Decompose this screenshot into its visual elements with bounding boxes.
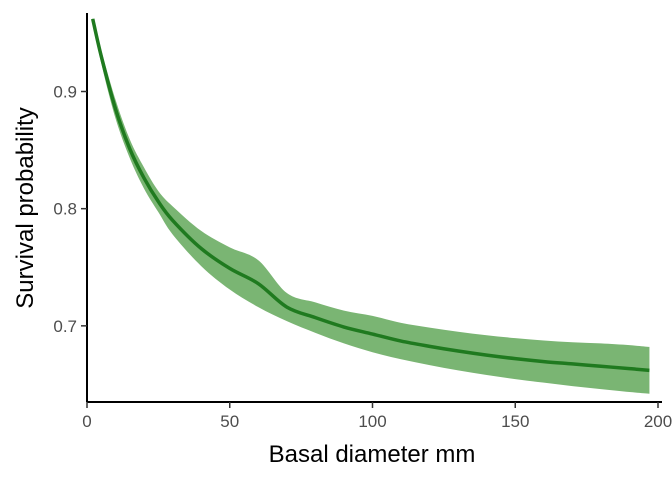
survival-line: [91, 18, 650, 373]
x-tick-label: 0: [82, 412, 91, 431]
y-axis-title: Survival probability: [12, 107, 39, 308]
y-axis-ticks: 0.7 0.8 0.9: [53, 83, 87, 336]
x-axis-ticks: 0 50 100 150 200: [82, 402, 672, 431]
y-tick-label: 0.9: [53, 83, 77, 102]
x-tick-label: 50: [220, 412, 239, 431]
plot-area: [91, 17, 650, 394]
y-tick-label: 0.8: [53, 200, 77, 219]
x-tick-label: 100: [358, 412, 386, 431]
x-tick-label: 200: [644, 412, 672, 431]
confidence-ribbon: [92, 17, 650, 394]
y-tick-label: 0.7: [53, 317, 77, 336]
x-axis-title: Basal diameter mm: [269, 441, 476, 468]
x-tick-label: 150: [501, 412, 529, 431]
